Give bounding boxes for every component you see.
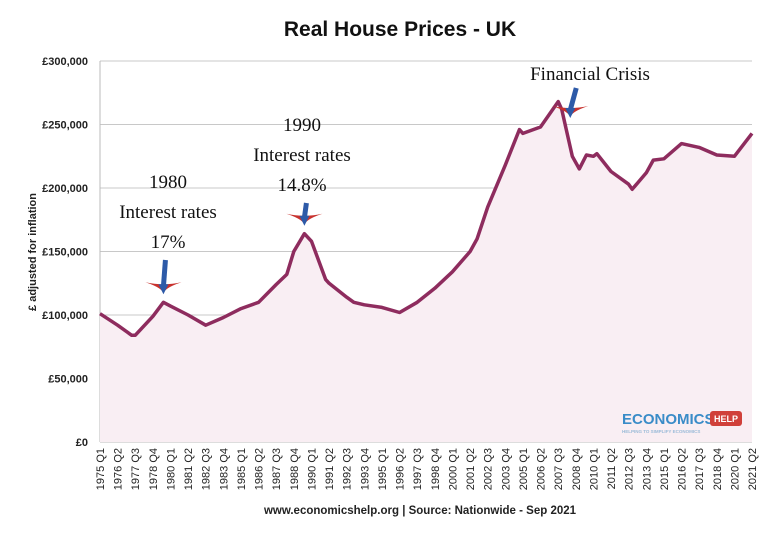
price-series-line xyxy=(99,99,754,338)
x-tick-label: 1991 Q2 xyxy=(324,448,336,490)
x-tick-label: 2002 Q3 xyxy=(483,448,495,490)
arrow-icon xyxy=(145,259,182,295)
x-tick-label: 2006 Q2 xyxy=(536,448,548,490)
source-footer: www.economicshelp.org | Source: Nationwi… xyxy=(263,505,577,517)
y-tick-label: £0 xyxy=(76,437,88,449)
annotation-text: Interest rates xyxy=(119,202,217,223)
x-tick-label: 1975 Q1 xyxy=(95,448,107,490)
x-tick-label: 2016 Q2 xyxy=(677,448,689,490)
x-tick-label: 1990 Q1 xyxy=(306,448,318,490)
x-tick-label: 2013 Q4 xyxy=(641,448,653,490)
x-tick-label: 2021 Q2 xyxy=(747,448,759,490)
annotation: 1980 Interest rates 17% xyxy=(119,172,217,295)
x-tick-label: 1986 Q2 xyxy=(254,448,266,490)
x-tick-label: 2010 Q1 xyxy=(588,448,600,490)
x-tick-label: 2007 Q3 xyxy=(553,448,565,490)
x-tick-label: 1997 Q3 xyxy=(412,448,424,490)
logo-tagline: HELPING TO SIMPLIFY ECONOMICS xyxy=(622,429,700,434)
annotation: 1990 Interest rates 14.8% xyxy=(253,115,351,226)
x-tick-label: 2003 Q4 xyxy=(500,448,512,490)
y-tick-label: £250,000 xyxy=(42,120,88,132)
annotation-text: Financial Crisis xyxy=(530,64,650,85)
annotation-text: 14.8% xyxy=(277,175,326,196)
area-fill xyxy=(100,101,752,442)
x-tick-label: 1982 Q3 xyxy=(201,448,213,490)
annotation-text: 1980 xyxy=(149,172,187,193)
x-tick-label: 2005 Q1 xyxy=(518,448,530,490)
x-tick-label: 2018 Q4 xyxy=(712,448,724,490)
x-tick-label: 1988 Q4 xyxy=(289,448,301,490)
x-tick-label: 2011 Q2 xyxy=(606,448,618,489)
x-tick-label: 1985 Q1 xyxy=(236,448,248,490)
x-tick-label: 2020 Q1 xyxy=(729,448,741,490)
x-tick-label: 1983 Q4 xyxy=(218,448,230,490)
x-tick-label: 1996 Q2 xyxy=(395,448,407,490)
annotation-text: Interest rates xyxy=(253,145,351,166)
y-tick-label: £50,000 xyxy=(48,374,88,386)
x-tick-label: 2001 Q2 xyxy=(465,448,477,490)
x-tick-label: 1998 Q4 xyxy=(430,448,442,490)
x-tick-label: 1978 Q4 xyxy=(148,448,160,490)
x-axis-ticks: 1975 Q1 1976 Q2 1977 Q3 1978 Q4 1980 Q1 1981 … xyxy=(95,448,759,490)
y-tick-label: £150,000 xyxy=(42,247,88,259)
logo-wordmark: ECONOMICS xyxy=(622,411,715,428)
x-tick-label: 1993 Q4 xyxy=(359,448,371,490)
y-tick-label: £100,000 xyxy=(42,310,88,322)
logo-badge xyxy=(710,411,742,426)
x-tick-label: 2015 Q1 xyxy=(659,448,671,490)
x-tick-label: 1995 Q1 xyxy=(377,448,389,490)
x-tick-label: 1977 Q3 xyxy=(130,448,142,490)
annotation-text: 1990 xyxy=(283,115,321,136)
x-tick-label: 1992 Q3 xyxy=(342,448,354,490)
arrow-icon xyxy=(552,87,589,118)
y-axis-ticks: £0 £50,000 £100,000 £150,000 £200,000 £250,00… xyxy=(42,56,88,449)
x-tick-label: 1987 Q3 xyxy=(271,448,283,490)
x-tick-label: 1976 Q2 xyxy=(113,448,125,490)
chart-title: Real House Prices - UK xyxy=(284,18,516,41)
x-tick-label: 1981 Q2 xyxy=(183,448,195,490)
x-tick-label: 2017 Q3 xyxy=(694,448,706,490)
logo-badge-text: HELP xyxy=(714,414,738,424)
y-tick-label: £300,000 xyxy=(42,56,88,68)
x-tick-label: 2012 Q3 xyxy=(624,448,636,490)
x-tick-label: 2008 Q4 xyxy=(571,448,583,490)
annotation-text: 17% xyxy=(151,232,186,253)
x-tick-label: 1980 Q1 xyxy=(165,448,177,490)
arrow-icon xyxy=(286,202,323,226)
y-axis-label: £ adjusted for inflation xyxy=(27,193,39,311)
annotation: Financial Crisis xyxy=(530,64,650,118)
economicshelp-logo: ECONOMICS HELP HELPING TO SIMPLIFY ECONO… xyxy=(622,411,742,434)
y-tick-label: £200,000 xyxy=(42,183,88,195)
x-tick-label: 2000 Q1 xyxy=(447,448,459,490)
